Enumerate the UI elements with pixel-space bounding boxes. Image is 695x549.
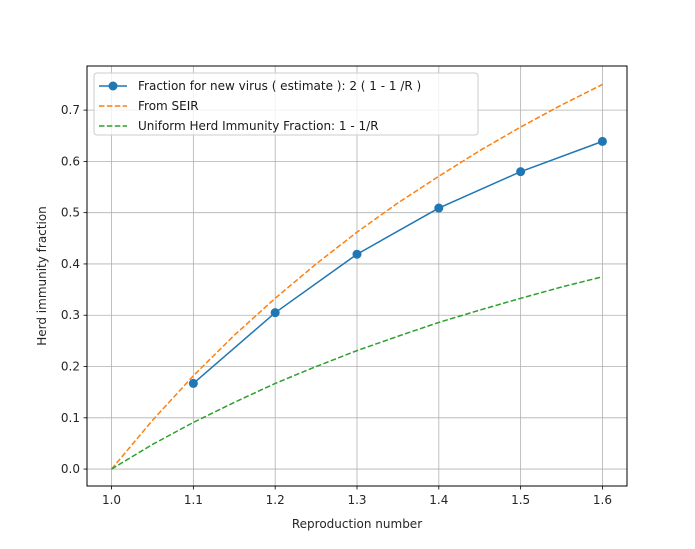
series-seir-line (110, 83, 603, 470)
x-tick-label: 1.3 (347, 493, 366, 507)
y-tick-label: 0.7 (61, 103, 80, 117)
y-tick-label: 0.3 (61, 308, 80, 322)
x-axis-label: Reproduction number (292, 517, 422, 531)
y-tick-label: 0.0 (61, 462, 80, 476)
y-tick-label: 0.6 (61, 154, 80, 168)
series-estimate-marker (516, 167, 526, 177)
x-tick-label: 1.4 (429, 493, 448, 507)
series-estimate-marker (270, 308, 280, 318)
x-tick-label: 1.0 (102, 493, 121, 507)
y-tick-label: 0.2 (61, 360, 80, 374)
x-tick-label: 1.1 (184, 493, 203, 507)
legend: Fraction for new virus ( estimate ): 2 (… (93, 72, 479, 136)
x-tick-label: 1.5 (511, 493, 530, 507)
legend-box (93, 72, 479, 136)
series-estimate-marker (352, 249, 362, 259)
legend-marker-estimate-icon (108, 81, 118, 91)
x-tick-label: 1.6 (593, 493, 612, 507)
x-tick-label: 1.2 (266, 493, 285, 507)
series-estimate-marker (597, 136, 607, 146)
series-estimate-marker (188, 378, 198, 388)
y-axis-label: Herd immunity fraction (35, 206, 49, 346)
plot-series (110, 83, 607, 470)
series-uniform-line (111, 276, 603, 470)
legend-label-uniform: Uniform Herd Immunity Fraction: 1 - 1/R (138, 119, 379, 133)
x-axis-ticks: 1.0 1.1 1.2 1.3 1.4 1.5 1.6 (102, 486, 612, 507)
legend-label-estimate: Fraction for new virus ( estimate ): 2 (… (138, 79, 421, 93)
y-tick-label: 0.4 (61, 257, 80, 271)
series-estimate-line (192, 140, 603, 385)
y-axis-ticks: 0.0 0.1 0.2 0.3 0.4 0.5 0.6 0.7 (61, 103, 87, 476)
y-tick-label: 0.5 (61, 206, 80, 220)
y-tick-label: 0.1 (61, 411, 80, 425)
legend-label-seir: From SEIR (138, 99, 199, 113)
series-estimate-marker (434, 203, 444, 213)
